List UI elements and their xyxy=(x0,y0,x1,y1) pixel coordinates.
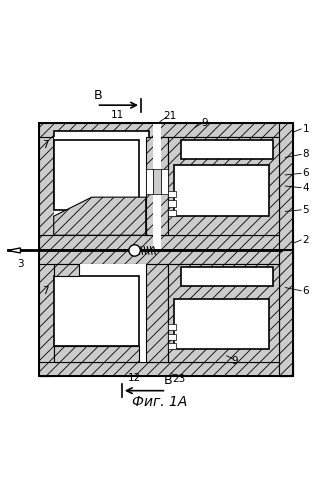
Text: 6: 6 xyxy=(303,168,309,178)
Bar xyxy=(146,137,168,235)
Text: В: В xyxy=(94,89,102,102)
Text: 21: 21 xyxy=(163,111,176,121)
Bar xyxy=(168,264,279,362)
Bar xyxy=(161,169,168,194)
Bar xyxy=(168,324,176,330)
Bar xyxy=(54,346,140,362)
Bar xyxy=(153,123,161,250)
Text: 3: 3 xyxy=(17,259,24,269)
Text: 2: 2 xyxy=(141,227,148,237)
Bar xyxy=(146,264,168,362)
Text: 5: 5 xyxy=(303,205,309,215)
Bar xyxy=(39,250,54,376)
Text: 7: 7 xyxy=(43,286,49,296)
Text: 11: 11 xyxy=(110,110,124,120)
Circle shape xyxy=(129,245,140,256)
Bar xyxy=(168,210,176,216)
Bar xyxy=(39,123,293,137)
Bar xyxy=(54,140,140,210)
Bar xyxy=(54,264,79,276)
Bar xyxy=(174,166,269,216)
Bar xyxy=(279,250,293,376)
Bar xyxy=(54,137,279,235)
Polygon shape xyxy=(8,248,20,253)
Bar xyxy=(168,343,176,349)
Bar xyxy=(168,333,176,340)
Bar xyxy=(168,191,176,197)
Text: 23: 23 xyxy=(172,374,186,384)
Bar xyxy=(180,140,273,159)
Text: 12: 12 xyxy=(128,373,141,383)
Bar xyxy=(54,137,279,235)
Bar xyxy=(39,250,293,376)
Text: Фиг. 1А: Фиг. 1А xyxy=(132,395,188,409)
Text: В: В xyxy=(164,374,172,388)
Text: 8: 8 xyxy=(303,149,309,159)
Text: 7: 7 xyxy=(43,140,49,150)
Polygon shape xyxy=(54,197,146,235)
Bar xyxy=(39,250,293,376)
Bar xyxy=(180,267,273,286)
Text: 2: 2 xyxy=(303,235,309,245)
Bar xyxy=(174,299,269,349)
Bar xyxy=(39,362,293,376)
Bar xyxy=(279,123,293,250)
Text: 1: 1 xyxy=(303,124,309,134)
Text: 9: 9 xyxy=(231,356,238,366)
Bar xyxy=(54,131,149,204)
Bar xyxy=(39,235,293,250)
Bar xyxy=(54,264,279,362)
Bar xyxy=(168,200,176,207)
Bar xyxy=(39,250,293,264)
Bar xyxy=(39,123,293,250)
Bar xyxy=(54,276,140,346)
Bar xyxy=(168,137,279,235)
Bar xyxy=(39,123,293,250)
Text: 9: 9 xyxy=(201,118,208,128)
Bar xyxy=(39,123,293,250)
Text: 6: 6 xyxy=(303,286,309,296)
Bar xyxy=(39,123,54,250)
Bar xyxy=(39,123,293,250)
Bar xyxy=(153,169,161,194)
Text: 4: 4 xyxy=(303,183,309,193)
Bar xyxy=(146,169,153,194)
